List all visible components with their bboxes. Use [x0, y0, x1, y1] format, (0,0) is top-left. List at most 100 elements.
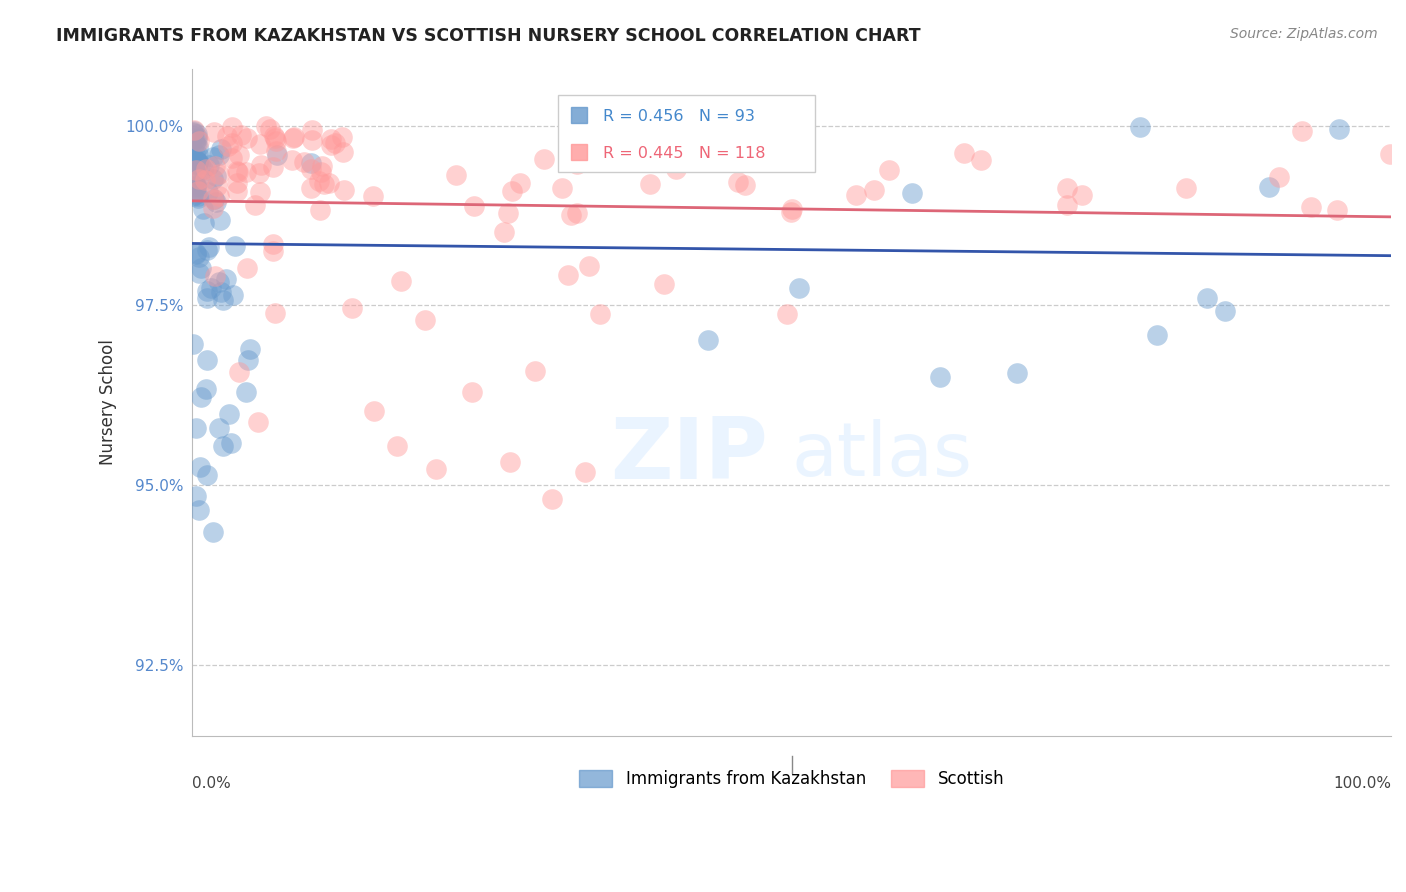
Point: [181, 184, 204, 198]
Point: [696, 121, 718, 136]
Point: [361, 189, 384, 203]
Point: [574, 465, 596, 479]
Point: [254, 119, 277, 133]
Point: [181, 337, 204, 351]
Point: [301, 123, 323, 137]
Point: [775, 307, 797, 321]
Point: [193, 216, 215, 230]
Point: [186, 178, 208, 192]
Point: [266, 135, 288, 149]
Point: [221, 151, 243, 165]
Point: [1291, 123, 1313, 137]
Point: [243, 198, 266, 212]
Point: [193, 173, 215, 187]
Point: [877, 163, 900, 178]
Point: [187, 140, 209, 154]
Point: [387, 439, 409, 453]
Text: IMMIGRANTS FROM KAZAKHSTAN VS SCOTTISH NURSERY SCHOOL CORRELATION CHART: IMMIGRANTS FROM KAZAKHSTAN VS SCOTTISH N…: [56, 27, 921, 45]
Point: [205, 179, 228, 194]
Point: [201, 192, 224, 206]
Point: [540, 492, 562, 507]
Point: [1213, 304, 1236, 318]
Point: [202, 150, 225, 164]
Point: [236, 260, 259, 275]
Point: [184, 153, 207, 167]
Point: [208, 167, 231, 181]
Point: [1056, 197, 1078, 211]
Point: [204, 194, 226, 209]
Point: [309, 203, 332, 218]
Point: [780, 204, 803, 219]
Point: [195, 243, 218, 257]
Point: [499, 455, 522, 469]
Point: [249, 158, 271, 172]
Point: [187, 189, 209, 203]
Point: [496, 206, 519, 220]
Point: [186, 127, 208, 141]
Point: [184, 187, 207, 202]
Y-axis label: Nursery School: Nursery School: [100, 340, 117, 466]
Point: [765, 153, 787, 167]
Point: [200, 281, 222, 295]
Point: [928, 370, 950, 384]
Point: [247, 166, 270, 180]
Point: [299, 161, 322, 176]
Point: [197, 185, 219, 199]
Text: R = 0.456   N = 93: R = 0.456 N = 93: [603, 109, 755, 124]
Point: [187, 191, 209, 205]
Point: [226, 164, 249, 178]
Point: [1174, 181, 1197, 195]
Point: [186, 163, 208, 178]
Point: [523, 364, 546, 378]
Point: [217, 139, 239, 153]
Point: [187, 155, 209, 169]
Point: [1326, 202, 1348, 217]
Point: [187, 134, 209, 148]
Point: [183, 123, 205, 137]
Point: [222, 287, 245, 301]
Point: [219, 435, 242, 450]
Point: [201, 171, 224, 186]
Point: [184, 153, 207, 167]
Point: [188, 460, 211, 475]
Point: [299, 180, 322, 194]
Legend: Immigrants from Kazakhstan, Scottish: Immigrants from Kazakhstan, Scottish: [572, 764, 1011, 795]
Point: [201, 524, 224, 539]
Point: [184, 172, 207, 186]
Point: [249, 137, 271, 152]
Point: [787, 281, 810, 295]
Point: [188, 250, 211, 264]
Point: [218, 407, 240, 421]
Point: [187, 154, 209, 169]
Point: [661, 133, 683, 147]
Point: [186, 157, 208, 171]
Point: [202, 192, 225, 206]
Point: [188, 171, 211, 186]
Point: [228, 148, 250, 162]
Point: [238, 342, 260, 356]
Point: [188, 502, 211, 516]
Point: [301, 133, 323, 147]
Point: [247, 415, 270, 429]
Point: [333, 183, 356, 197]
Point: [208, 275, 231, 289]
Point: [236, 130, 259, 145]
Point: [1197, 291, 1219, 305]
Point: [195, 161, 218, 176]
Point: [292, 155, 315, 169]
Point: [226, 164, 249, 178]
Point: [224, 239, 246, 253]
Point: [363, 403, 385, 417]
Point: [413, 313, 436, 327]
Point: [198, 158, 221, 172]
Point: [308, 173, 330, 187]
Point: [186, 180, 208, 194]
Point: [283, 130, 305, 145]
Point: [845, 187, 868, 202]
Point: [501, 184, 523, 198]
Point: [264, 130, 287, 145]
Point: [184, 136, 207, 150]
Text: Source: ZipAtlas.com: Source: ZipAtlas.com: [1230, 27, 1378, 41]
Point: [191, 161, 214, 176]
Point: [226, 184, 249, 198]
